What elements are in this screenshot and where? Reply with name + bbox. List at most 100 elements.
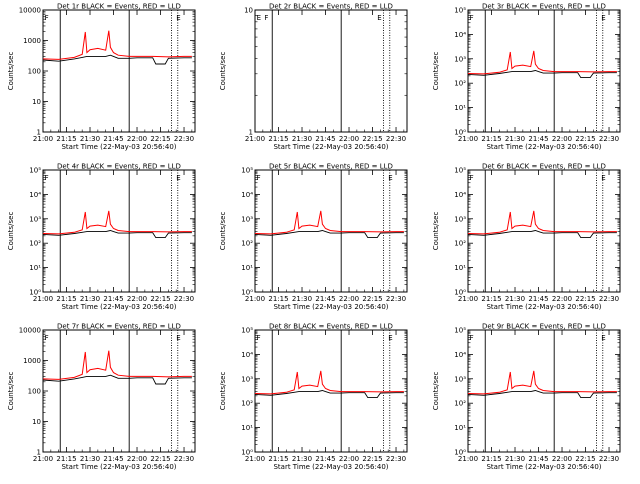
y-axis-label: Counts/sec (7, 372, 15, 411)
y-tick-label: 10² (454, 400, 466, 408)
x-tick-label: 22:30 (386, 455, 406, 463)
x-axis-label: Start Time (22-May-03 20:56:40) (486, 303, 601, 311)
x-tick-label: 21:30 (505, 135, 525, 143)
flag-letter-e: E (377, 14, 381, 22)
panel-title: Det 7r BLACK = Events, RED = LLD (57, 323, 181, 331)
y-tick-label: 10¹ (241, 264, 253, 272)
y-axis-label: Counts/sec (7, 212, 15, 251)
y-axis-label: Counts/sec (432, 52, 440, 91)
flag-letter-f: F (45, 14, 49, 22)
y-tick-label: 10² (454, 80, 466, 88)
x-tick-label: 22:30 (386, 135, 406, 143)
y-axis-label: Counts/sec (432, 372, 440, 411)
x-tick-label: 21:15 (268, 455, 288, 463)
x-tick-label: 21:30 (292, 455, 312, 463)
y-tick-label: 10⁵ (241, 167, 253, 175)
y-tick-label: 10¹ (29, 264, 41, 272)
y-tick-label: 10¹ (454, 104, 466, 112)
y-axis-label: Counts/sec (7, 52, 15, 91)
y-tick-label: 10⁰ (241, 289, 253, 297)
x-axis-label: Start Time (22-May-03 20:56:40) (61, 303, 176, 311)
panel-title: Det 4r BLACK = Events, RED = LLD (57, 163, 181, 171)
y-tick-label: 10000 (19, 327, 41, 335)
x-tick-label: 21:15 (56, 135, 76, 143)
x-axis-label: Start Time (22-May-03 20:56:40) (61, 143, 176, 151)
x-tick-label: 21:00 (245, 135, 265, 143)
x-tick-label: 21:45 (528, 455, 548, 463)
flag-letter-e: E (176, 174, 180, 182)
events-series-line (254, 390, 404, 399)
x-tick-label: 22:30 (174, 455, 194, 463)
panel-title: Det 3r BLACK = Events, RED = LLD (482, 3, 606, 11)
x-axis-label: Start Time (22-May-03 20:56:40) (273, 463, 388, 471)
x-tick-label: 22:30 (386, 295, 406, 303)
panel-det-8: Det 8r BLACK = Events, RED = LLD 10⁰ 10¹ 10… (219, 323, 408, 471)
y-tick-label: 10000 (19, 7, 41, 15)
x-tick-label: 21:30 (80, 295, 100, 303)
x-tick-label: 21:15 (481, 295, 501, 303)
x-tick-label: 22:00 (127, 135, 147, 143)
lld-series-line (467, 50, 617, 75)
y-tick-label: 10⁵ (454, 327, 466, 335)
y-tick-label: 10⁰ (454, 129, 466, 137)
events-series-line (42, 230, 192, 239)
flag-letter-e: E (388, 174, 392, 182)
x-tick-label: 21:30 (292, 135, 312, 143)
y-tick-label: 10 (32, 98, 41, 106)
y-tick-label: 1 (37, 129, 41, 137)
x-tick-label: 22:30 (174, 295, 194, 303)
x-tick-label: 21:30 (80, 135, 100, 143)
x-tick-label: 22:30 (599, 135, 619, 143)
x-tick-label: 21:00 (458, 455, 478, 463)
x-axis-label: Start Time (22-May-03 20:56:40) (273, 303, 388, 311)
x-tick-label: 22:00 (552, 455, 572, 463)
flag-letter-e: E (388, 334, 392, 342)
x-tick-label: 21:15 (56, 295, 76, 303)
y-tick-label: 10⁴ (241, 191, 253, 199)
lld-series-line (42, 30, 192, 60)
x-tick-label: 21:00 (33, 135, 53, 143)
x-tick-label: 22:30 (599, 455, 619, 463)
x-tick-label: 21:15 (481, 455, 501, 463)
panel-det-7: Det 7r BLACK = Events, RED = LLD 1 10 100 10… (7, 323, 196, 471)
x-tick-label: 21:15 (268, 135, 288, 143)
panel-det-4: Det 4r BLACK = Events, RED = LLD 10⁰ 10¹ 10… (7, 163, 196, 311)
x-tick-label: 21:30 (292, 295, 312, 303)
x-tick-label: 22:00 (339, 295, 359, 303)
x-tick-label: 22:15 (150, 135, 170, 143)
y-tick-label: 10¹ (454, 424, 466, 432)
y-tick-label: 10³ (29, 215, 41, 223)
events-series-line (42, 54, 192, 65)
y-tick-label: 10⁰ (29, 289, 41, 297)
y-tick-label: 1000 (23, 37, 41, 45)
panel-det-2: Det 2r BLACK = Events, RED = LLD 1 10 21:00… (219, 3, 408, 151)
panel-det-6: Det 6r BLACK = Events, RED = LLD 10⁰ 10¹ 10… (432, 163, 621, 311)
y-tick-label: 10² (241, 400, 253, 408)
y-tick-label: 10⁴ (241, 351, 253, 359)
x-tick-label: 22:30 (599, 295, 619, 303)
y-tick-label: 10¹ (241, 424, 253, 432)
x-tick-label: 22:15 (575, 455, 595, 463)
panel-title: Det 2r BLACK = Events, RED = LLD (269, 3, 393, 11)
x-tick-label: 21:00 (245, 455, 265, 463)
y-tick-label: 10⁵ (454, 7, 466, 15)
x-tick-label: 21:00 (458, 135, 478, 143)
x-axis-label: Start Time (22-May-03 20:56:40) (273, 143, 388, 151)
y-axis-label: Counts/sec (432, 212, 440, 251)
x-tick-label: 21:45 (315, 135, 335, 143)
lld-series-line (467, 210, 617, 235)
events-series-line (467, 390, 617, 399)
y-tick-label: 100 (28, 388, 41, 396)
y-tick-label: 10 (32, 418, 41, 426)
lld-series-line (467, 370, 617, 395)
y-axis-label: Counts/sec (219, 52, 227, 91)
y-tick-label: 10⁰ (454, 289, 466, 297)
x-tick-label: 22:00 (339, 135, 359, 143)
flag-letter-f: F (470, 334, 474, 342)
plot-frame (42, 169, 196, 293)
y-tick-label: 10² (454, 240, 466, 248)
y-tick-label: 10⁴ (454, 191, 466, 199)
flag-letter-f: F (45, 174, 49, 182)
x-tick-label: 21:45 (103, 135, 123, 143)
y-tick-label: 10³ (241, 215, 253, 223)
